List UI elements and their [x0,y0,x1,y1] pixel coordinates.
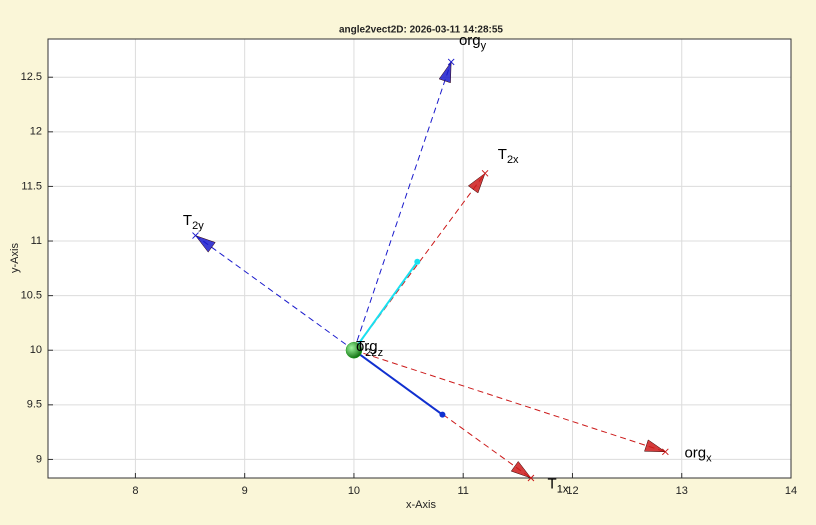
y-tick-label: 10.5 [21,290,42,302]
end-point [439,411,446,418]
vector-label: T2x [498,146,519,166]
vector-label-main: T [183,212,192,229]
axes-box [47,38,792,479]
vector-label-sub: x [706,452,712,464]
vector-line [353,61,452,351]
x-tick-label: 11 [457,485,468,497]
vector-line [353,349,666,453]
vector-line [353,349,532,479]
y-tick-label: 9.5 [27,399,42,411]
vector-label-sub: 1x [557,483,569,495]
x-tick-label: 14 [785,485,797,497]
x-axis-label: x-Axis [406,499,436,511]
x-tick-label: 9 [242,485,248,497]
axes-background [48,39,791,478]
origin-label-main: org [356,338,378,355]
x-tick-label: 13 [676,485,688,497]
origin-label: orgz [356,338,383,359]
y-tick-label: 12 [30,126,42,138]
tip-cross [192,232,199,239]
arrowhead [467,172,486,194]
vector-label-main: T [548,476,557,493]
tip-cross [447,58,455,66]
y-tick-label: 9 [36,453,42,465]
y-tick-label: 11 [31,235,42,247]
chart-title: angle2vect2D: 2026-03-11 14:28:55 [339,25,503,36]
vector-line [353,349,444,416]
arrowhead [644,439,667,453]
vector-label: T2y [183,212,204,232]
tip-cross [661,448,669,456]
x-tick-label: 8 [132,485,138,497]
arrowhead [438,61,452,84]
tip-cross [527,474,535,482]
origin-label: T2z [356,338,377,359]
vector-label: orgx [684,444,712,464]
tip-cross [481,169,489,177]
y-axis-label: y-Axis [9,243,21,273]
vector-label-sub: 2x [507,154,519,166]
vector-line [195,235,355,351]
y-tick-label: 12.5 [21,71,42,83]
vector-label-sub: y [481,40,487,52]
vector-label-main: org [684,444,706,461]
vector-label-sub: 2y [192,220,204,232]
arrowhead [510,461,532,479]
vector-label-main: T [498,146,507,163]
vector-label: T1x [548,476,569,496]
origin-label-main: T [356,338,365,355]
x-tick-label: 12 [566,485,578,497]
end-point [414,258,421,265]
origin-label-sub: z [378,347,384,359]
arrowhead [194,235,216,253]
origin-label-sub: 2z [365,347,377,359]
vector-line [353,261,419,351]
y-tick-label: 10 [30,344,42,356]
x-tick-label: 10 [348,485,360,497]
origin-sphere [345,341,363,359]
y-tick-label: 11.5 [21,180,42,192]
vector-label: orgy [459,32,487,52]
vector-label-main: org [459,32,481,49]
